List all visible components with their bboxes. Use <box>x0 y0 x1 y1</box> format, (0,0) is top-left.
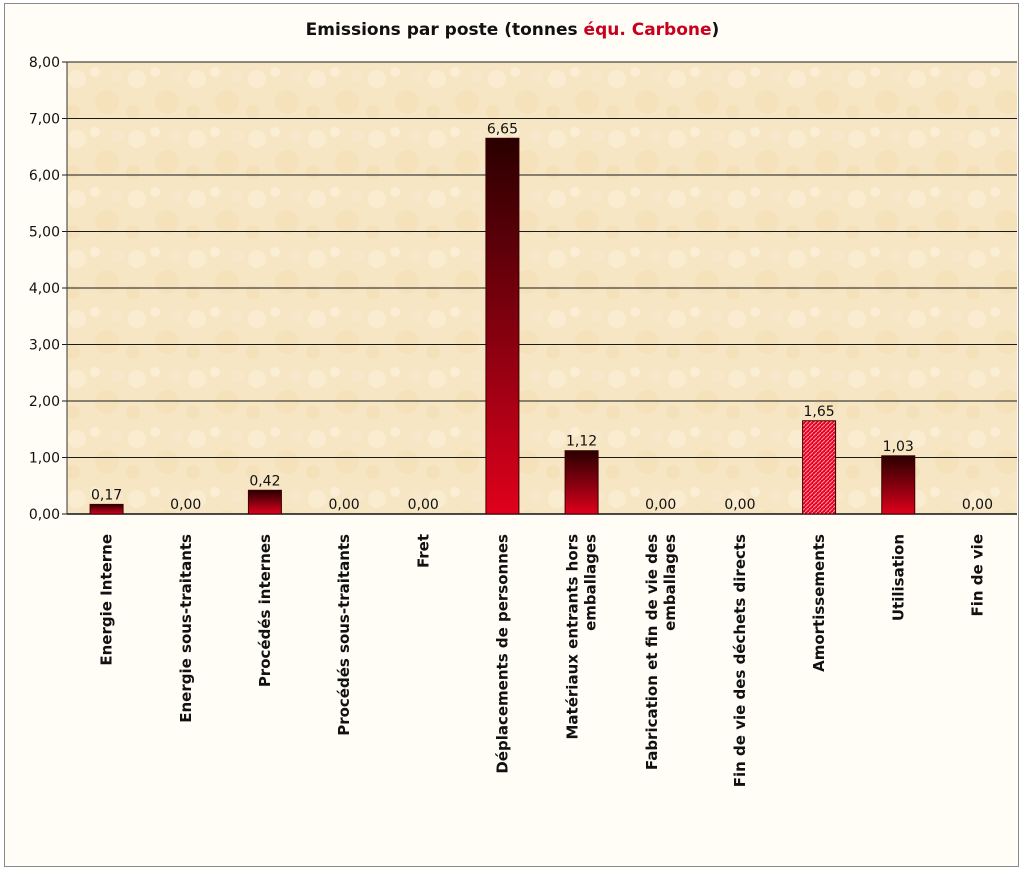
data-label: 1,65 <box>803 404 834 420</box>
data-label: 0,00 <box>408 497 439 513</box>
x-tick-label: Fin de vie <box>968 534 986 617</box>
x-tick-label: Procédés internes <box>256 534 274 687</box>
x-tick-label: Matériaux entrants hors <box>564 534 582 740</box>
y-tick-label: 3,00 <box>29 338 60 354</box>
data-label: 0,00 <box>170 497 201 513</box>
y-tick-label: 6,00 <box>29 168 60 184</box>
x-tick-label: Energie sous-traitants <box>177 534 195 723</box>
data-label: 0,00 <box>724 497 755 513</box>
chart-title: Emissions par poste (tonnes équ. Carbone… <box>5 20 1020 40</box>
data-label: 1,12 <box>566 434 597 450</box>
bar <box>247 489 282 515</box>
x-tick-label: Procédés sous-traitants <box>335 534 353 736</box>
x-tick-label: Amortissements <box>810 534 828 672</box>
bar-chart: 0,00 1,00 2,00 3,00 4,00 5,00 6,00 7,00 8,00 0,17… <box>29 55 1017 787</box>
data-label: 0,17 <box>91 487 122 503</box>
chart-title-prefix: Emissions par poste (tonnes <box>305 20 584 40</box>
bar <box>89 503 124 515</box>
x-tick-label: emballages <box>582 534 600 631</box>
x-tick-label: Fabrication et fin de vie des <box>643 534 661 770</box>
chart-title-accent: équ. Carbone <box>583 20 712 40</box>
data-label: 0,00 <box>328 497 359 513</box>
y-tick-label: 7,00 <box>29 112 60 128</box>
data-label: 1,03 <box>883 439 914 455</box>
y-tick-label: 4,00 <box>29 281 60 297</box>
x-tick-label: emballages <box>661 534 679 631</box>
x-tick-label: Fin de vie des déchets directs <box>731 534 749 787</box>
data-label: 6,65 <box>487 121 518 137</box>
chart-frame: Emissions par poste (tonnes équ. Carbone… <box>4 3 1019 867</box>
x-tick-label: Déplacements de personnes <box>493 534 511 774</box>
chart-title-suffix: ) <box>711 20 720 40</box>
x-tick-label: Fret <box>414 534 432 568</box>
x-tick-label: Energie Interne <box>98 534 116 666</box>
y-tick-label: 1,00 <box>29 451 60 467</box>
data-label: 0,00 <box>962 497 993 513</box>
y-tick-label: 0,00 <box>29 507 60 523</box>
y-tick-label: 8,00 <box>29 55 60 71</box>
y-tick-label: 5,00 <box>29 225 60 241</box>
bar <box>564 450 599 515</box>
y-tick-label: 2,00 <box>29 394 60 410</box>
bar <box>485 137 520 515</box>
bar <box>881 455 916 515</box>
x-tick-label: Utilisation <box>889 534 907 621</box>
data-label: 0,00 <box>645 497 676 513</box>
data-label: 0,42 <box>249 473 280 489</box>
bar <box>802 420 837 515</box>
